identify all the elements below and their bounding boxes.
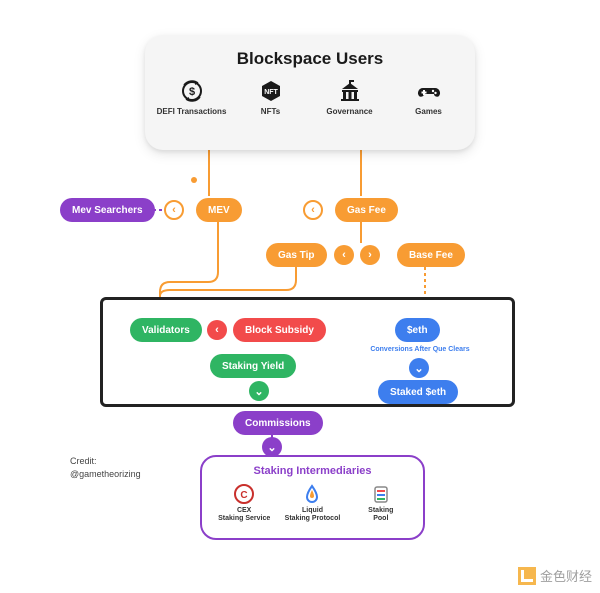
caption-conversions: Conversions After Que Clears [365, 346, 475, 353]
bottom-item-liquid: LiquidStaking Protocol [278, 483, 346, 524]
bottom-items: C CEXStaking Service LiquidStaking Proto… [210, 483, 415, 524]
top-item-nft: NFT NFTs [234, 79, 307, 116]
svg-text:NFT: NFT [264, 89, 278, 96]
top-item-label: Games [415, 107, 442, 116]
bottom-title: Staking Intermediaries [210, 465, 415, 477]
node-mev: MEV [196, 198, 242, 222]
arrow-circle-left: ‹ [334, 245, 354, 265]
top-items: $ DEFI Transactions NFT NFTs Governance [155, 79, 465, 116]
bottom-box: Staking Intermediaries C CEXStaking Serv… [200, 455, 425, 540]
games-icon [417, 79, 441, 103]
arrow-circle-mev: ‹ [164, 200, 184, 220]
bottom-item-pool: StakingPool [347, 483, 415, 524]
node-commissions: Commissions [233, 411, 323, 435]
watermark: 金色财经 [518, 566, 592, 585]
node-validators: Validators [130, 318, 202, 342]
credit-line2: @gametheorizing [70, 468, 141, 481]
node-mev-searchers: Mev Searchers [60, 198, 155, 222]
top-panel: Blockspace Users $ DEFI Transactions NFT… [145, 35, 475, 150]
top-item-defi: $ DEFI Transactions [155, 79, 228, 116]
bottom-item-label: LiquidStaking Protocol [285, 507, 341, 524]
credit-line1: Credit: [70, 455, 141, 468]
arrow-circle-right: › [360, 245, 380, 265]
arrow-circle-block: ‹ [207, 320, 227, 340]
bottom-item-label: CEXStaking Service [218, 507, 270, 524]
node-staked-seth: Staked $eth [378, 380, 458, 404]
watermark-text: 金色财经 [540, 566, 592, 585]
node-seth: $eth [395, 318, 440, 342]
top-item-label: DEFI Transactions [157, 107, 227, 116]
top-item-label: Governance [326, 107, 372, 116]
svg-text:$: $ [188, 86, 194, 98]
cex-icon: C [233, 483, 255, 505]
top-item-label: NFTs [261, 107, 280, 116]
watermark-icon [518, 567, 536, 585]
arrow-circle-staking: ⌄ [249, 381, 269, 401]
top-item-games: Games [392, 79, 465, 116]
node-staking-yield: Staking Yield [210, 354, 296, 378]
pool-icon [370, 483, 392, 505]
top-item-gov: Governance [313, 79, 386, 116]
arrow-circle-blue: ⌄ [409, 358, 429, 378]
node-gas-fee: Gas Fee [335, 198, 398, 222]
governance-icon [338, 79, 362, 103]
node-base-fee: Base Fee [397, 243, 465, 267]
arrow-circle-commissions: ⌄ [262, 437, 282, 457]
top-title: Blockspace Users [155, 49, 465, 69]
defi-icon: $ [180, 79, 204, 103]
node-block-subsidy: Block Subsidy [233, 318, 326, 342]
nft-icon: NFT [259, 79, 283, 103]
svg-text:C: C [241, 490, 248, 501]
bottom-item-cex: C CEXStaking Service [210, 483, 278, 524]
credit-text: Credit: @gametheorizing [70, 455, 141, 480]
node-gas-tip: Gas Tip [266, 243, 327, 267]
bottom-item-label: StakingPool [368, 507, 393, 524]
liquid-icon [301, 483, 323, 505]
arrow-circle-gasfee: ‹ [303, 200, 323, 220]
